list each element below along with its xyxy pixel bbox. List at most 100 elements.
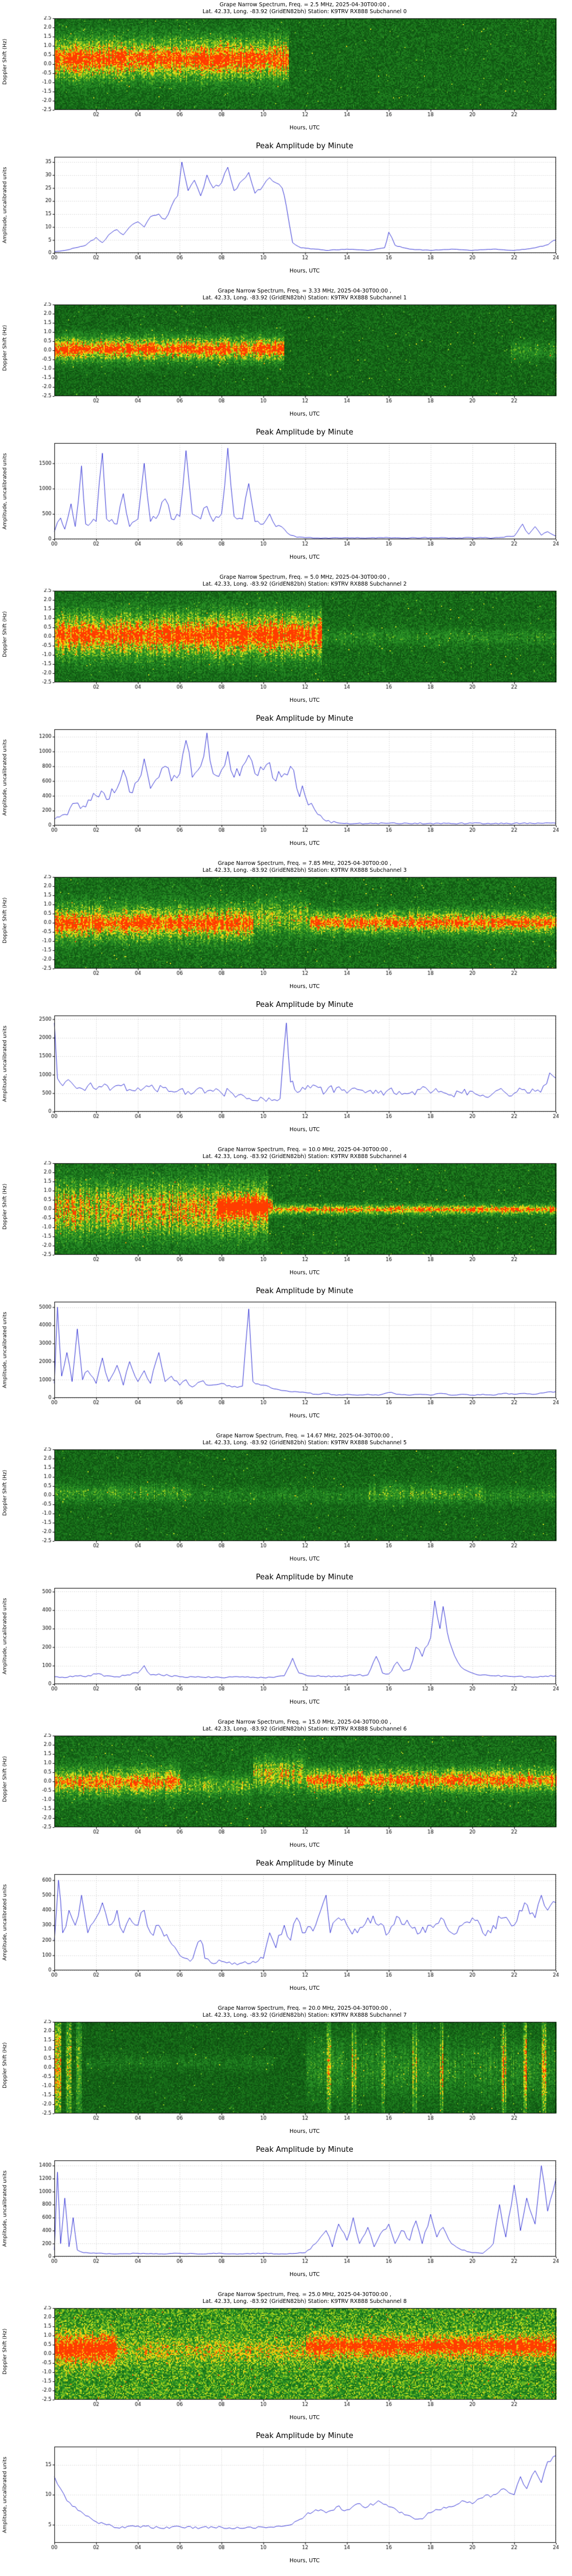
amplitude-title: Peak Amplitude by Minute (256, 1287, 353, 1295)
spectrogram-heatmap (0, 2306, 572, 2415)
amplitude-title: Peak Amplitude by Minute (256, 2432, 353, 2440)
spectrogram-heatmap (0, 302, 572, 411)
spectrogram-title-line1: Grape Narrow Spectrum, Freq. = 2.5 MHz, … (219, 2, 390, 8)
amplitude-ylabel: Amplitude, uncalibrated units (2, 739, 8, 816)
spectrogram-figure: Grape Narrow Spectrum, Freq. = 5.0 MHz, … (0, 572, 572, 713)
spectrogram-heatmap (0, 1161, 572, 1270)
amplitude-figure: Peak Amplitude by Minute Amplitude, unca… (0, 713, 572, 859)
spectrogram-figure: Grape Narrow Spectrum, Freq. = 15.0 MHz,… (0, 1717, 572, 1858)
spectrogram-figure: Grape Narrow Spectrum, Freq. = 2.5 MHz, … (0, 0, 572, 141)
spectrogram-figure: Grape Narrow Spectrum, Freq. = 25.0 MHz,… (0, 2290, 572, 2431)
spectrogram-title: Grape Narrow Spectrum, Freq. = 3.33 MHz,… (0, 288, 572, 302)
amplitude-line-chart (0, 726, 572, 840)
subchannel-block: Grape Narrow Spectrum, Freq. = 7.85 MHz,… (0, 859, 572, 1145)
amplitude-title: Peak Amplitude by Minute (256, 1001, 353, 1009)
spectrogram-title: Grape Narrow Spectrum, Freq. = 25.0 MHz,… (0, 2291, 572, 2306)
amplitude-figure: Peak Amplitude by Minute Amplitude, unca… (0, 1858, 572, 2004)
spectrogram-figure: Grape Narrow Spectrum, Freq. = 20.0 MHz,… (0, 2004, 572, 2144)
spectrogram-title-line1: Grape Narrow Spectrum, Freq. = 7.85 MHz,… (217, 860, 392, 867)
amplitude-figure: Peak Amplitude by Minute Amplitude, unca… (0, 427, 572, 572)
amplitude-title: Peak Amplitude by Minute (256, 1573, 353, 1582)
amplitude-xlabel: Hours, UTC (289, 840, 320, 847)
spectrogram-heatmap (0, 588, 572, 697)
spectrogram-ylabel: Doppler Shift (Hz) (2, 1756, 8, 1803)
subchannel-block: Grape Narrow Spectrum, Freq. = 5.0 MHz, … (0, 572, 572, 859)
spectrogram-xlabel: Hours, UTC (289, 1270, 320, 1276)
subchannel-block: Grape Narrow Spectrum, Freq. = 25.0 MHz,… (0, 2290, 572, 2576)
subchannel-block: Grape Narrow Spectrum, Freq. = 2.5 MHz, … (0, 0, 572, 286)
amplitude-figure: Peak Amplitude by Minute Amplitude, unca… (0, 2144, 572, 2290)
amplitude-xlabel: Hours, UTC (289, 1413, 320, 1419)
amplitude-xlabel: Hours, UTC (289, 1985, 320, 1992)
spectrogram-title-line2: Lat. 42.33, Long. -83.92 (GridEN82bh) St… (202, 867, 407, 874)
amplitude-ylabel: Amplitude, uncalibrated units (2, 1884, 8, 1961)
spectrogram-ylabel: Doppler Shift (Hz) (2, 1469, 8, 1516)
subchannel-block: Grape Narrow Spectrum, Freq. = 20.0 MHz,… (0, 2004, 572, 2290)
amplitude-title: Peak Amplitude by Minute (256, 428, 353, 437)
spectrogram-xlabel: Hours, UTC (289, 125, 320, 131)
spectrogram-xlabel: Hours, UTC (289, 411, 320, 417)
amplitude-figure: Peak Amplitude by Minute Amplitude, unca… (0, 141, 572, 286)
spectrogram-ylabel: Doppler Shift (Hz) (2, 2042, 8, 2089)
amplitude-line-chart (0, 2157, 572, 2271)
amplitude-line-chart (0, 1012, 572, 1127)
amplitude-title: Peak Amplitude by Minute (256, 142, 353, 151)
spectrogram-title: Grape Narrow Spectrum, Freq. = 2.5 MHz, … (0, 2, 572, 16)
subchannel-block: Grape Narrow Spectrum, Freq. = 14.67 MHz… (0, 1431, 572, 1717)
amplitude-xlabel: Hours, UTC (289, 1699, 320, 1705)
spectrogram-title-line2: Lat. 42.33, Long. -83.92 (GridEN82bh) St… (202, 1153, 407, 1160)
spectrogram-title-line1: Grape Narrow Spectrum, Freq. = 5.0 MHz, … (219, 574, 390, 580)
amplitude-ylabel: Amplitude, uncalibrated units (2, 1311, 8, 1388)
spectrogram-title-line1: Grape Narrow Spectrum, Freq. = 25.0 MHz,… (217, 2291, 392, 2298)
spectrogram-title-line2: Lat. 42.33, Long. -83.92 (GridEN82bh) St… (202, 2012, 407, 2018)
amplitude-title: Peak Amplitude by Minute (256, 1859, 353, 1868)
amplitude-line-chart (0, 1298, 572, 1413)
spectrogram-heatmap (0, 875, 572, 983)
amplitude-line-chart (0, 1585, 572, 1699)
spectrogram-title: Grape Narrow Spectrum, Freq. = 5.0 MHz, … (0, 574, 572, 588)
amplitude-title: Peak Amplitude by Minute (256, 2146, 353, 2154)
spectrogram-xlabel: Hours, UTC (289, 1556, 320, 1562)
spectrogram-title: Grape Narrow Spectrum, Freq. = 15.0 MHz,… (0, 1719, 572, 1733)
amplitude-ylabel: Amplitude, uncalibrated units (2, 167, 8, 243)
amplitude-ylabel: Amplitude, uncalibrated units (2, 2456, 8, 2533)
spectrogram-xlabel: Hours, UTC (289, 2415, 320, 2421)
spectrogram-title-line1: Grape Narrow Spectrum, Freq. = 3.33 MHz,… (217, 288, 392, 294)
spectrogram-ylabel: Doppler Shift (Hz) (2, 897, 8, 944)
spectrogram-title: Grape Narrow Spectrum, Freq. = 20.0 MHz,… (0, 2005, 572, 2020)
spectrogram-figure: Grape Narrow Spectrum, Freq. = 7.85 MHz,… (0, 859, 572, 999)
spectrogram-figure: Grape Narrow Spectrum, Freq. = 10.0 MHz,… (0, 1145, 572, 1286)
spectrogram-heatmap (0, 2020, 572, 2128)
spectrogram-xlabel: Hours, UTC (289, 2128, 320, 2135)
amplitude-ylabel: Amplitude, uncalibrated units (2, 1598, 8, 1674)
spectrogram-title-line2: Lat. 42.33, Long. -83.92 (GridEN82bh) St… (202, 1725, 407, 1732)
spectrogram-ylabel: Doppler Shift (Hz) (2, 325, 8, 372)
amplitude-line-chart (0, 1871, 572, 1985)
amplitude-ylabel: Amplitude, uncalibrated units (2, 1025, 8, 1102)
subchannel-block: Grape Narrow Spectrum, Freq. = 3.33 MHz,… (0, 286, 572, 572)
spectrogram-title-line2: Lat. 42.33, Long. -83.92 (GridEN82bh) St… (202, 580, 407, 587)
amplitude-figure: Peak Amplitude by Minute Amplitude, unca… (0, 1286, 572, 1431)
spectrogram-ylabel: Doppler Shift (Hz) (2, 1183, 8, 1230)
spectrogram-title-line1: Grape Narrow Spectrum, Freq. = 14.67 MHz… (216, 1433, 394, 1439)
spectrogram-heatmap (0, 16, 572, 125)
spectrogram-xlabel: Hours, UTC (289, 697, 320, 704)
amplitude-line-chart (0, 2443, 572, 2558)
amplitude-xlabel: Hours, UTC (289, 2271, 320, 2278)
spectrogram-title-line1: Grape Narrow Spectrum, Freq. = 20.0 MHz,… (217, 2005, 392, 2012)
amplitude-title: Peak Amplitude by Minute (256, 714, 353, 723)
spectrogram-title-line2: Lat. 42.33, Long. -83.92 (GridEN82bh) St… (202, 8, 407, 15)
spectrogram-ylabel: Doppler Shift (Hz) (2, 38, 8, 85)
spectrogram-title-line2: Lat. 42.33, Long. -83.92 (GridEN82bh) St… (202, 1439, 407, 1446)
amplitude-xlabel: Hours, UTC (289, 2558, 320, 2564)
spectrogram-title-line2: Lat. 42.33, Long. -83.92 (GridEN82bh) St… (202, 2298, 407, 2305)
spectrogram-ylabel: Doppler Shift (Hz) (2, 2328, 8, 2375)
amplitude-xlabel: Hours, UTC (289, 268, 320, 274)
amplitude-line-chart (0, 440, 572, 554)
amplitude-figure: Peak Amplitude by Minute Amplitude, unca… (0, 1572, 572, 1717)
subchannel-block: Grape Narrow Spectrum, Freq. = 10.0 MHz,… (0, 1145, 572, 1431)
amplitude-figure: Peak Amplitude by Minute Amplitude, unca… (0, 2431, 572, 2576)
amplitude-line-chart (0, 153, 572, 268)
spectrogram-title-line1: Grape Narrow Spectrum, Freq. = 15.0 MHz,… (217, 1719, 392, 1725)
